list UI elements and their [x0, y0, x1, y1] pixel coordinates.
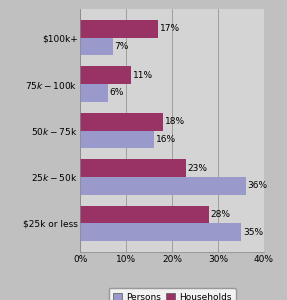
Legend: Persons, Households: Persons, Households: [109, 288, 236, 300]
Text: 18%: 18%: [165, 117, 185, 126]
Text: 28%: 28%: [211, 210, 231, 219]
Bar: [80, 84, 108, 102]
Bar: [80, 20, 158, 38]
Bar: [80, 113, 163, 130]
Bar: [80, 177, 246, 194]
Bar: [80, 38, 113, 55]
Text: 16%: 16%: [156, 135, 176, 144]
Bar: [80, 67, 131, 84]
Text: 35%: 35%: [243, 228, 263, 237]
Bar: [80, 223, 241, 241]
Text: 23%: 23%: [188, 164, 208, 172]
Text: 11%: 11%: [133, 71, 153, 80]
Text: 6%: 6%: [110, 88, 124, 98]
Text: 36%: 36%: [247, 181, 268, 190]
Text: 7%: 7%: [114, 42, 129, 51]
Bar: [80, 206, 209, 223]
Bar: [80, 130, 154, 148]
Text: 17%: 17%: [160, 24, 181, 33]
Bar: [80, 159, 186, 177]
